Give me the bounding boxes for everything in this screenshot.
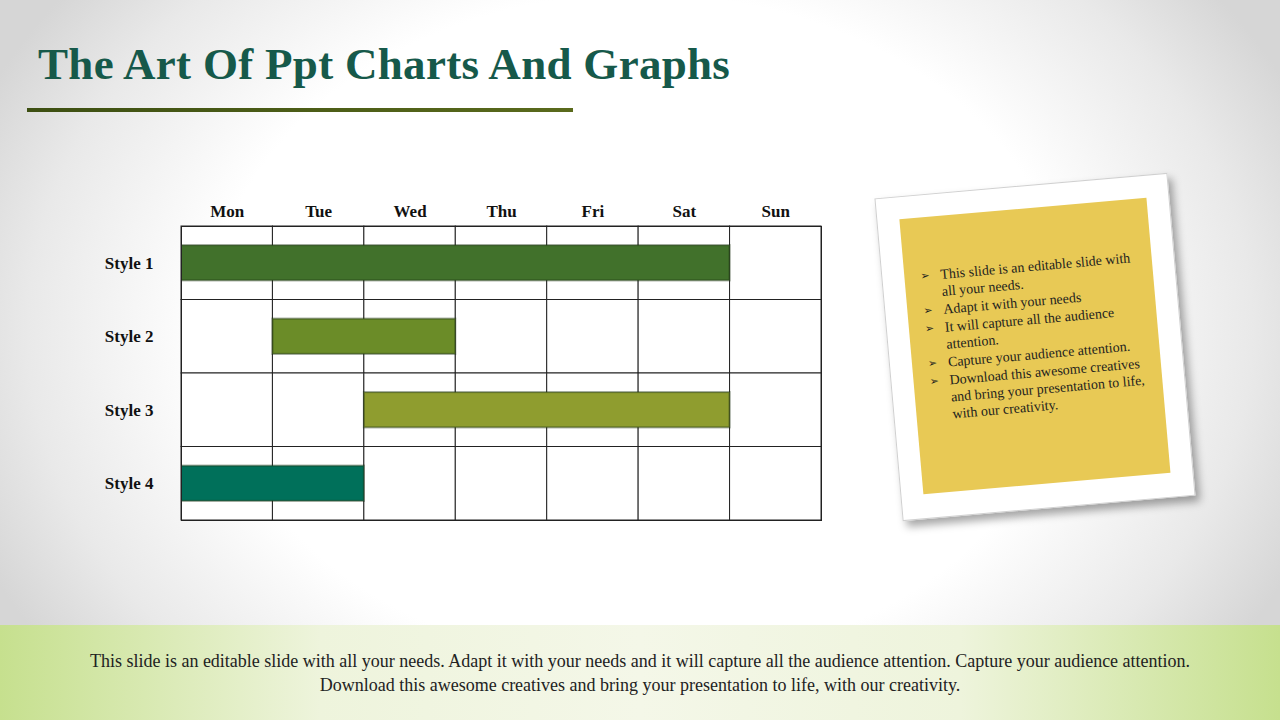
svg-text:Wed: Wed xyxy=(394,202,428,221)
html-text:This slide is an editable slid: This slide is an editable slide with all… xyxy=(89,650,1191,695)
svg-text:Thu: Thu xyxy=(486,202,516,221)
svg-text:Tue: Tue xyxy=(305,202,332,221)
svg-text:Sun: Sun xyxy=(762,202,791,221)
html-text:It will capture all the audien: It will capture all the audience attenti… xyxy=(944,305,1115,352)
svg-text:Mon: Mon xyxy=(210,202,245,221)
html-text:This slide is an editable slid: This slide is an editable slide with all… xyxy=(939,250,1131,299)
svg-text:Style 4: Style 4 xyxy=(105,474,154,493)
svg-text:Sat: Sat xyxy=(673,202,697,221)
html-text:Adapt it with your needs: Adapt it with your needs xyxy=(942,289,1082,317)
svg-text:Style 2: Style 2 xyxy=(105,327,154,346)
svg-text:Fri: Fri xyxy=(582,202,605,221)
html-text:The Art Of Ppt Charts And Grap: The Art Of Ppt Charts And Graphs xyxy=(38,39,731,89)
html-text:Capture your audience attentio: Capture your audience attention. xyxy=(947,338,1131,370)
svg-text:Style 1: Style 1 xyxy=(105,254,154,273)
html-text:Download this awesome creative: Download this awesome creatives and brin… xyxy=(948,356,1146,422)
svg-text:Style 3: Style 3 xyxy=(105,401,154,420)
